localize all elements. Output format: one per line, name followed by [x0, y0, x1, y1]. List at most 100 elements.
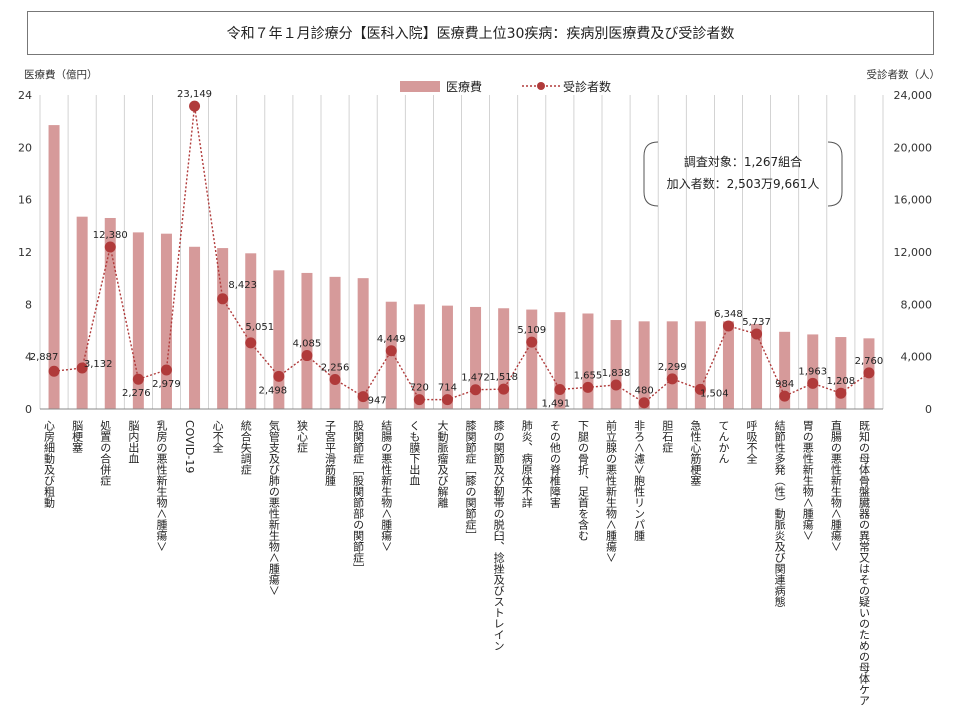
bar — [301, 272, 313, 409]
data-label: 1,472 — [461, 373, 490, 384]
legend-line-label: 受診者数 — [563, 79, 611, 94]
y-tick-label: 8 — [25, 298, 32, 311]
bar — [807, 334, 819, 409]
line-point — [751, 328, 763, 340]
line-point — [245, 337, 257, 349]
bar — [751, 323, 763, 409]
y2-axis-title: 受診者数（人） — [867, 68, 941, 81]
category-label: 大動脈瘤及び解離 — [436, 419, 449, 509]
bar — [76, 216, 88, 409]
y-tick-label: 0 — [25, 403, 32, 416]
data-label: 6,348 — [714, 309, 743, 320]
note-left-bracket — [643, 141, 659, 207]
data-label: 4,085 — [293, 339, 322, 350]
data-label: 2,299 — [658, 362, 687, 373]
data-label: 2,887 — [30, 352, 59, 363]
category-label: 胃の悪性新生物＜腫瘍＞ — [801, 420, 814, 541]
bar — [526, 309, 538, 409]
category-label: くも膜下出血 — [408, 420, 421, 486]
y2-tick-label: 24,000 — [894, 89, 933, 102]
line-point — [357, 391, 369, 403]
data-label: 947 — [368, 396, 387, 407]
bar — [779, 331, 791, 409]
line-point — [413, 394, 425, 406]
line-point — [329, 373, 341, 385]
category-label: 直腸の悪性新生物＜腫瘍＞ — [829, 419, 842, 552]
category-label: 非ろ＜濾＞胞性リンパ腫 — [633, 420, 646, 542]
category-label: その他の脊椎障害 — [548, 420, 561, 509]
bar — [835, 337, 847, 409]
y2-tick-label: 16,000 — [894, 194, 933, 207]
bar — [470, 306, 482, 409]
line-point — [189, 100, 201, 112]
category-label: 既知の母体骨盤臓器の異常又はその疑いのための母体ケア — [857, 420, 870, 706]
y-tick-label: 12 — [18, 246, 32, 259]
line-point — [76, 362, 88, 374]
category-label: 心不全 — [211, 420, 224, 453]
line-point — [301, 350, 313, 362]
line-point — [48, 365, 60, 377]
data-label: 3,132 — [84, 359, 113, 370]
line-point — [722, 320, 734, 332]
category-label: COVID-19 — [183, 420, 196, 473]
line-point — [441, 394, 453, 406]
bar — [638, 321, 650, 409]
line-point — [104, 241, 116, 253]
bar — [329, 276, 341, 409]
data-label: 5,051 — [245, 322, 274, 333]
note-right-bracket — [827, 141, 843, 207]
bar — [189, 246, 201, 409]
category-label: 統合失調症 — [239, 419, 252, 476]
category-label: 脳内出血 — [127, 420, 140, 464]
data-label: 2,256 — [321, 362, 350, 373]
bar — [273, 270, 285, 409]
bar — [217, 248, 229, 409]
chart-title: 令和７年１月診療分【医科入院】医療費上位30疾病：疾病別医療費及び受診者数 — [27, 11, 934, 55]
data-label: 12,380 — [93, 230, 128, 241]
bar — [694, 321, 706, 409]
data-label: 720 — [410, 383, 429, 394]
y2-tick-label: 12,000 — [894, 246, 933, 259]
line-point — [526, 336, 538, 348]
category-label: 下腿の骨折、足首を含む — [576, 420, 589, 541]
bar — [132, 232, 144, 409]
category-label: 狭心症 — [295, 420, 308, 454]
y-tick-label: 20 — [18, 141, 32, 154]
y2-tick-label: 8,000 — [901, 298, 933, 311]
line-point — [863, 367, 875, 379]
legend-bar-label: 医療費 — [446, 79, 482, 94]
line-point — [807, 377, 819, 389]
note-line-1: 調査対象：1,267組合 — [684, 154, 802, 169]
category-label: 気管支及び肺の悪性新生物＜腫瘍＞ — [267, 419, 280, 596]
bar — [582, 313, 594, 409]
bar — [498, 308, 510, 409]
line-point — [132, 373, 144, 385]
category-label: 胆石症 — [661, 420, 674, 454]
line-point — [779, 390, 791, 402]
category-label: 子宮平滑筋腫 — [324, 420, 337, 487]
bar — [245, 253, 257, 409]
survey-note: 調査対象：1,267組合 加入者数：2,503万9,661人 — [643, 141, 843, 207]
data-label: 984 — [775, 379, 794, 390]
category-label: 股関節症［股関節部の関節症］ — [352, 420, 365, 574]
data-label: 1,504 — [700, 388, 729, 399]
line-point — [217, 293, 229, 305]
data-label: 4,449 — [377, 334, 406, 345]
axes: 医療費（億円） 受診者数（人） 0 4 8 12 16 20 24 0 4,000 8,000 12… — [18, 68, 940, 416]
category-label: 肺炎、病原体不詳 — [520, 420, 533, 508]
bar — [104, 217, 116, 409]
line-point — [694, 383, 706, 395]
line-point — [666, 373, 678, 385]
data-label: 2,979 — [152, 379, 181, 390]
line-point — [498, 383, 510, 395]
category-label: 膝関節症［膝の関節症］ — [464, 420, 477, 541]
y-tick-label: 4 — [25, 351, 32, 364]
data-label: 1,838 — [602, 368, 631, 379]
category-label: 結節性多発（性）動脈炎及び関連病態 — [773, 419, 786, 607]
data-label: 8,423 — [228, 280, 257, 291]
y-tick-label: 24 — [18, 89, 32, 102]
category-label: 処置の合併症 — [99, 420, 112, 487]
legend-bar-swatch — [400, 81, 440, 92]
